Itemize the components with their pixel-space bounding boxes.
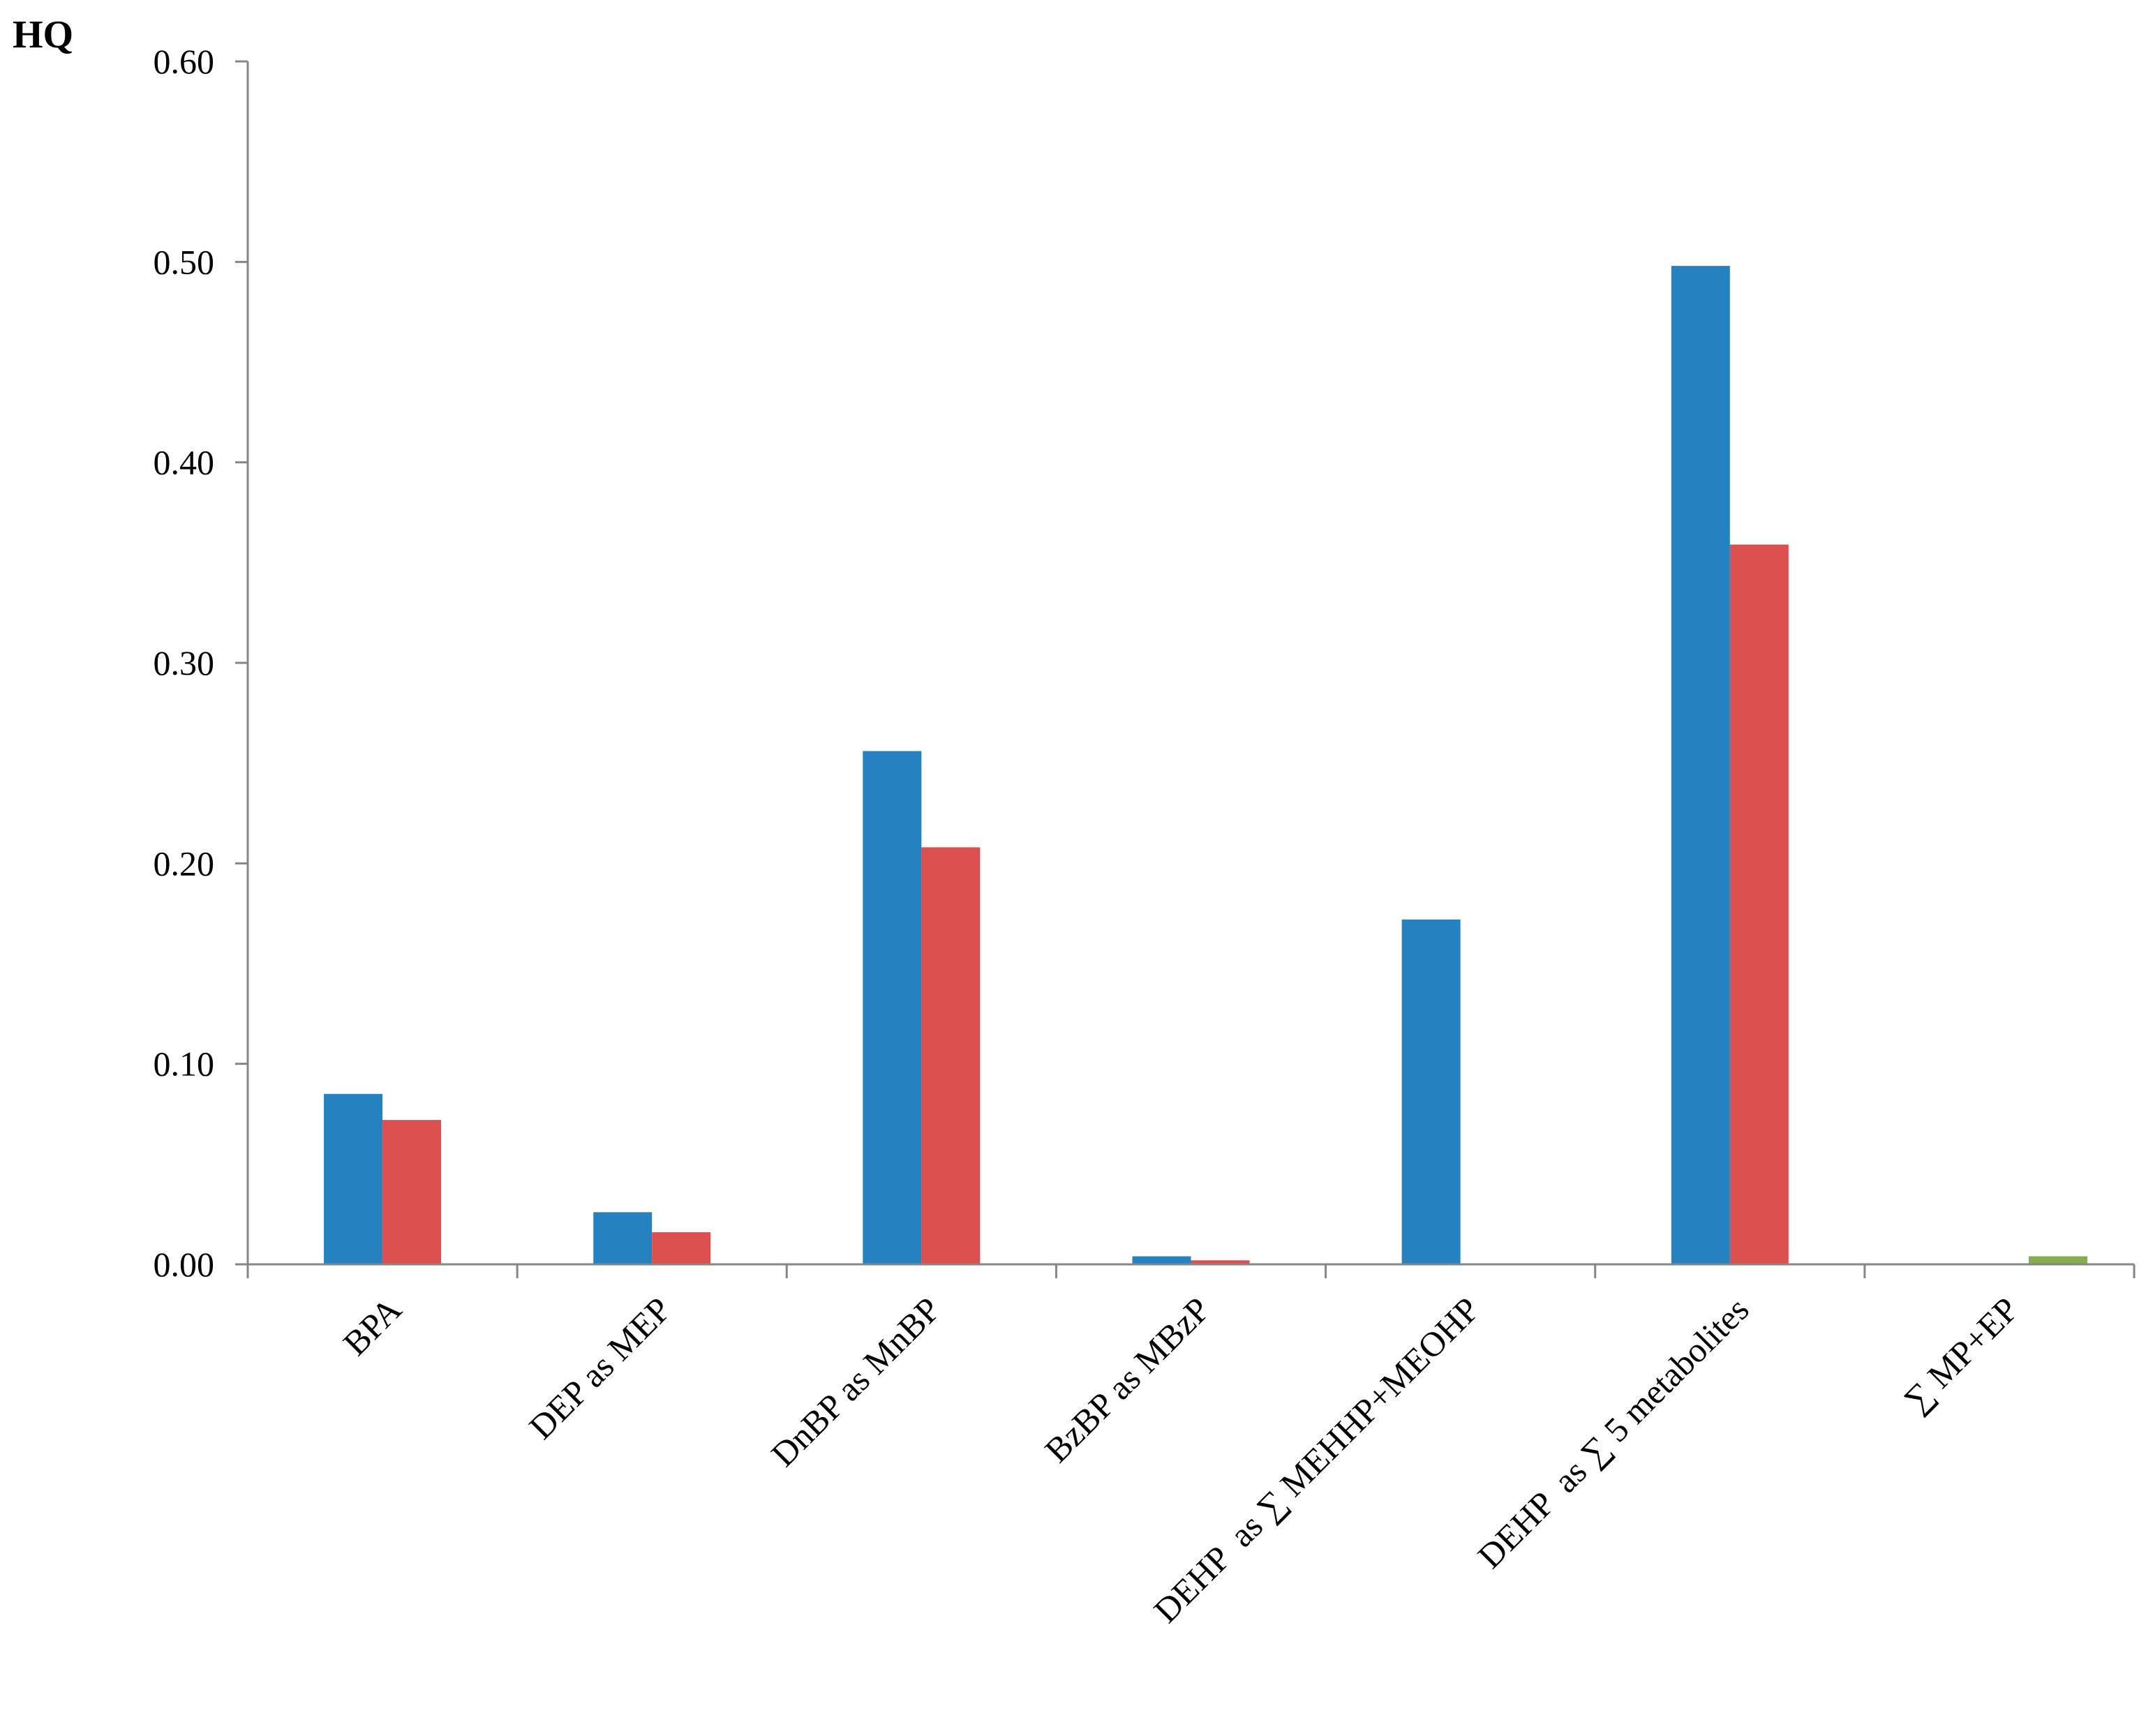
bar-2 [1191, 1260, 1250, 1264]
y-tick-label: 0.60 [154, 42, 215, 81]
y-tick-label: 0.50 [154, 242, 215, 281]
y-tick-label: 0.00 [154, 1245, 215, 1284]
x-category-label: BzBP as MBzP [1037, 1289, 1217, 1469]
bar-1 [1132, 1256, 1191, 1264]
bar-3 [2028, 1256, 2087, 1264]
bar-2 [652, 1232, 711, 1264]
y-axis-label: HQ [13, 13, 73, 57]
x-category-label: DEHP as ∑ MEHHP+MEOHP [1146, 1289, 1486, 1630]
bar-2 [1729, 544, 1789, 1264]
y-axis-ticks: 0.00 0.10 0.20 0.30 0.40 0.50 0.60 [154, 42, 248, 1284]
x-axis-categories: BPA DEP as MEP DnBP as MnBP BzBP as MBzPDEH… [336, 1289, 2026, 1630]
bar-2 [921, 847, 981, 1264]
bar-1 [1671, 266, 1730, 1265]
bar-1 [863, 751, 922, 1264]
x-category-label: ∑ MP+EP [1896, 1289, 2026, 1419]
x-category-label: DEHP as ∑ 5 metabolites [1470, 1289, 1756, 1576]
y-tick-label: 0.20 [154, 844, 215, 883]
x-category-label: DEP as MEP [521, 1289, 678, 1446]
y-tick-label: 0.40 [154, 443, 215, 482]
y-tick-label: 0.30 [154, 643, 215, 682]
x-category-label: DnBP as MnBP [763, 1289, 948, 1474]
bar-2 [382, 1120, 442, 1264]
bar-1 [324, 1093, 383, 1264]
bars [324, 266, 2087, 1265]
x-category-label: BPA [336, 1289, 409, 1363]
bar-1 [593, 1212, 653, 1264]
bar-1 [1401, 919, 1461, 1264]
y-tick-label: 0.10 [154, 1045, 215, 1084]
axes [246, 61, 2136, 1278]
